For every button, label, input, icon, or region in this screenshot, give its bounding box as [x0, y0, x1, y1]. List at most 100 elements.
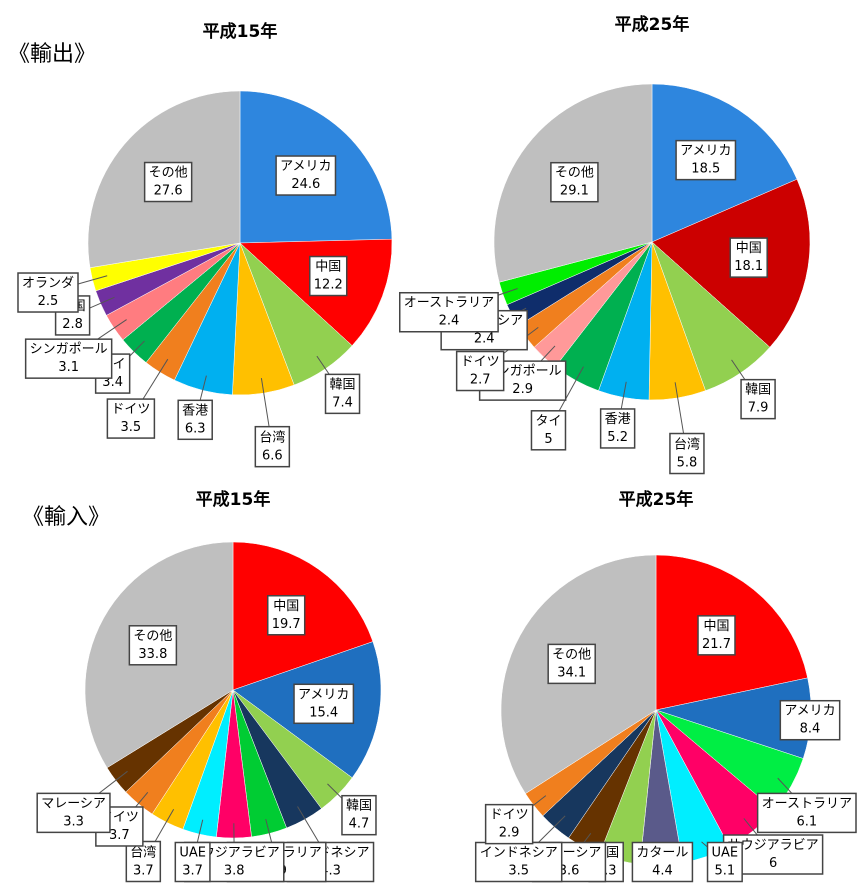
label-box [779, 699, 841, 741]
slice-value: 4.4 [652, 864, 673, 879]
slice-value: 3.7 [182, 864, 203, 879]
slice-value: 2.4 [474, 332, 495, 347]
label-box [740, 378, 776, 420]
section-label: 《輸入》 [22, 505, 110, 530]
slice-label: アメリカ [298, 687, 349, 702]
label-box [756, 792, 857, 834]
slice-value: 21.7 [702, 637, 731, 652]
slice-label: ドイツ [461, 355, 500, 370]
slice-value: 5.1 [714, 864, 735, 879]
slice-value: 2.4 [439, 314, 460, 329]
chart-title: 平成15年 [203, 21, 278, 42]
slice-value: 15.4 [309, 705, 338, 720]
label-box [729, 237, 768, 278]
slice-value: 29.1 [560, 184, 589, 199]
label-box [293, 683, 355, 725]
label-box [275, 155, 337, 196]
slice-label: アメリカ [280, 159, 331, 174]
label-box [455, 350, 505, 392]
slice-label: カタール [636, 846, 688, 861]
slice-value: 5.2 [607, 430, 628, 445]
chart-title: 平成25年 [619, 489, 694, 510]
label-box [309, 255, 348, 297]
slice-value: 6.3 [185, 421, 206, 436]
slice-value: 3.7 [109, 828, 130, 843]
slice-label: マレーシア [41, 796, 106, 811]
slice-label: 韓国 [346, 799, 372, 814]
slice-value: 7.9 [748, 401, 769, 416]
label-box [125, 840, 162, 883]
slice-value: 5.8 [677, 456, 698, 471]
label-box [398, 291, 499, 333]
label-box [675, 139, 737, 181]
slice-value: 3.8 [224, 864, 245, 879]
slice-label: サウジアラビア [189, 846, 280, 861]
label-box [174, 841, 211, 883]
slice-value: 6.1 [796, 814, 817, 829]
slice-value: 18.5 [691, 162, 720, 177]
slice-value: 5 [544, 432, 552, 447]
slice-label: インドネシア [480, 846, 558, 861]
slice-label: オーストラリア [762, 796, 852, 811]
slice-value: 6.6 [262, 449, 283, 464]
slice-label: 韓国 [745, 383, 771, 398]
slice-value: 2.5 [38, 294, 59, 309]
label-box [697, 615, 736, 656]
label-box [547, 643, 596, 685]
section-label: 《輸出》 [8, 42, 96, 67]
slice-value: 18.1 [734, 259, 763, 274]
slice-label: 香港 [182, 403, 208, 418]
slice-label: オーストラリア [404, 296, 494, 311]
slice-label: 中国 [315, 260, 341, 275]
label-box [128, 625, 178, 666]
slice-value: 2.9 [512, 382, 533, 397]
label-box [341, 794, 377, 836]
slice-value: 3.3 [63, 814, 84, 829]
slice-value: 3.6 [559, 864, 580, 879]
slice-label: その他 [149, 166, 188, 181]
slice-label: その他 [133, 629, 172, 644]
slice-label: オランダ [22, 276, 74, 291]
label-box [530, 410, 567, 451]
slice-label: その他 [555, 166, 594, 181]
slice-label: 中国 [736, 241, 762, 256]
label-box [254, 425, 291, 468]
slice-value: 3.7 [133, 864, 154, 879]
label-box [106, 398, 156, 439]
label-box [669, 432, 705, 475]
slice-label: 中国 [273, 599, 299, 614]
slice-value: 33.8 [138, 647, 167, 662]
slice-value: 7.4 [332, 395, 353, 410]
slice-value: 8.4 [800, 722, 821, 737]
label-box [474, 841, 563, 883]
slice-value: 27.6 [154, 184, 183, 199]
slice-label: ドイツ [111, 402, 150, 417]
slice-value: 12.2 [314, 278, 343, 293]
label-box [267, 595, 306, 636]
label-box [599, 408, 636, 449]
slice-label: サウジアラビア [728, 838, 819, 853]
slice-value: 4.7 [349, 817, 370, 832]
label-box [177, 399, 213, 441]
slice-value: 34.1 [557, 665, 586, 680]
slice-value: 19.7 [272, 617, 301, 632]
slice-label: アメリカ [784, 704, 835, 719]
slice-label: 台湾 [674, 437, 700, 453]
label-box [143, 161, 193, 203]
slice-label: 台湾 [130, 845, 156, 861]
chart-title: 平成25年 [615, 14, 690, 35]
slice-value: 6 [769, 856, 777, 871]
slice-label: 香港 [605, 412, 631, 427]
slice-label: UAE [712, 846, 739, 861]
slice-value: 3.5 [508, 864, 529, 879]
label-box [36, 792, 111, 834]
slice-value: 3.5 [121, 420, 142, 435]
slice-value: 3.1 [58, 360, 79, 375]
label-box [484, 803, 534, 845]
label-box [631, 841, 694, 883]
slice-label: アメリカ [680, 144, 731, 159]
slice-value: 24.6 [291, 177, 320, 192]
slice-label: 台湾 [259, 430, 285, 446]
slice-label: タイ [535, 414, 561, 429]
